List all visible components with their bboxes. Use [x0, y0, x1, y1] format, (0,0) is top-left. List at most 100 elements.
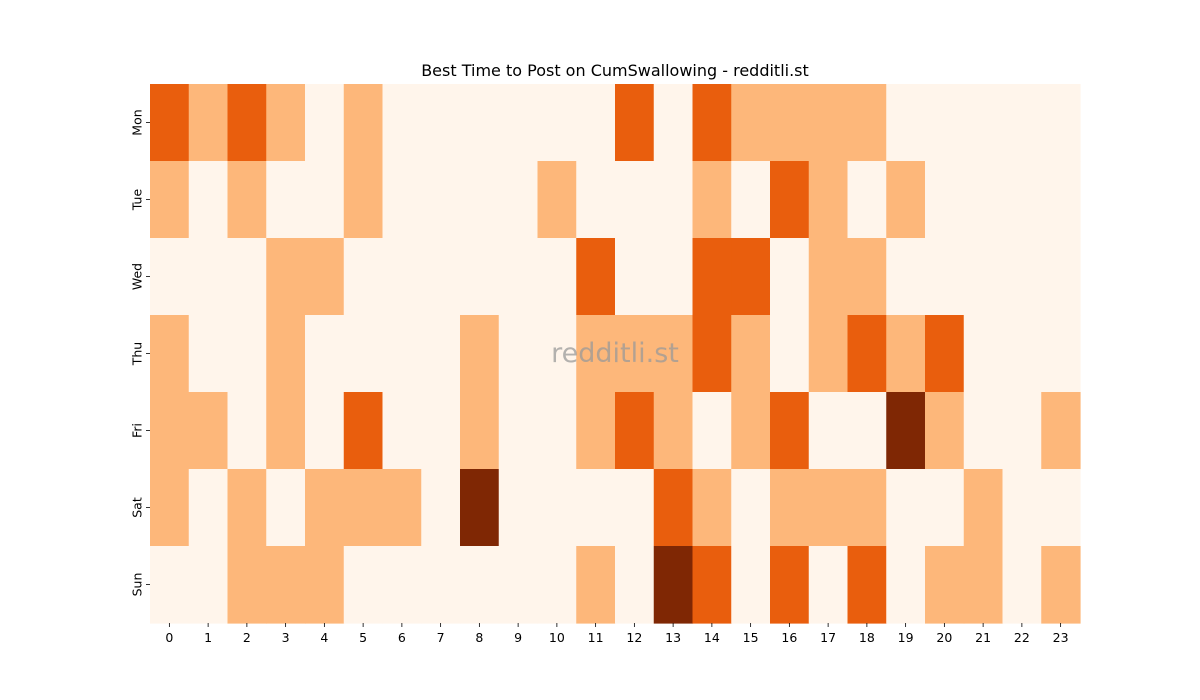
x-tick-label: 14	[704, 630, 720, 645]
heatmap-cell-sat-23	[1041, 469, 1081, 547]
heatmap-cell-wed-9	[498, 238, 539, 316]
heatmap-cell-thu-20	[925, 315, 965, 393]
heatmap-cell-thu-0	[150, 315, 190, 393]
heatmap-cell-sat-16	[770, 469, 810, 547]
heatmap-cell-sat-13	[653, 469, 694, 547]
heatmap-cell-tue-22	[1002, 161, 1042, 239]
heatmap-cell-fri-4	[305, 392, 345, 470]
heatmap-cell-mon-16	[770, 84, 810, 162]
heatmap-cell-tue-8	[460, 161, 500, 239]
heatmap-cell-sat-14	[692, 469, 732, 547]
heatmap-cell-tue-17	[808, 161, 849, 239]
heatmap-cell-tue-1	[188, 161, 229, 239]
heatmap-cell-mon-0	[150, 84, 190, 162]
heatmap-cell-sun-2	[227, 546, 267, 624]
heatmap-cell-sun-21	[963, 546, 1004, 624]
heatmap-cell-wed-5	[343, 238, 384, 316]
heatmap-cell-tue-6	[382, 161, 422, 239]
heatmap-cell-tue-15	[731, 161, 771, 239]
heatmap-cell-thu-6	[382, 315, 422, 393]
heatmap-cell-tue-13	[653, 161, 694, 239]
heatmap-cell-mon-23	[1041, 84, 1081, 162]
heatmap-cell-mon-3	[266, 84, 306, 162]
heatmap-cell-sat-15	[731, 469, 771, 547]
watermark: redditli.st	[551, 338, 679, 369]
heatmap-cell-tue-18	[847, 161, 887, 239]
heatmap-cell-thu-12	[615, 315, 655, 393]
heatmap-cell-sun-18	[847, 546, 887, 624]
heatmap-cell-sat-19	[886, 469, 926, 547]
heatmap-cell-tue-16	[770, 161, 810, 239]
heatmap-cell-wed-4	[305, 238, 345, 316]
heatmap-cell-fri-1	[188, 392, 229, 470]
heatmap-cell-sun-5	[343, 546, 384, 624]
heatmap-cell-mon-8	[460, 84, 500, 162]
heatmap-cell-wed-11	[576, 238, 616, 316]
heatmap-cell-mon-21	[963, 84, 1004, 162]
heatmap-cell-fri-15	[731, 392, 771, 470]
heatmap-cell-sun-13	[653, 546, 694, 624]
heatmap-cell-wed-15	[731, 238, 771, 316]
heatmap-cell-fri-11	[576, 392, 616, 470]
heatmap-cell-fri-20	[925, 392, 965, 470]
heatmap-cell-fri-7	[421, 392, 461, 470]
heatmap-cell-sun-7	[421, 546, 461, 624]
heatmap-cell-sun-15	[731, 546, 771, 624]
x-tick-label: 23	[1053, 630, 1069, 645]
heatmap-cell-fri-0	[150, 392, 190, 470]
heatmap-cell-mon-14	[692, 84, 732, 162]
x-tick-label: 16	[781, 630, 797, 645]
x-tick-label: 21	[975, 630, 991, 645]
heatmap-cell-tue-7	[421, 161, 461, 239]
heatmap-cell-sun-17	[808, 546, 849, 624]
heatmap-cell-fri-17	[808, 392, 849, 470]
heatmap-cell-tue-4	[305, 161, 345, 239]
heatmap-cell-mon-22	[1002, 84, 1042, 162]
heatmap-cell-thu-18	[847, 315, 887, 393]
heatmap-cell-thu-10	[537, 315, 577, 393]
x-tick-label: 15	[743, 630, 759, 645]
heatmap-cell-wed-7	[421, 238, 461, 316]
heatmap-cell-fri-14	[692, 392, 732, 470]
x-tick-label: 12	[626, 630, 642, 645]
heatmap-cell-thu-2	[227, 315, 267, 393]
y-tick-label: Thu	[130, 342, 145, 366]
heatmap-cell-wed-6	[382, 238, 422, 316]
heatmap-cell-mon-2	[227, 84, 267, 162]
heatmap-cell-tue-2	[227, 161, 267, 239]
heatmap-cell-thu-15	[731, 315, 771, 393]
heatmap-cell-thu-21	[963, 315, 1004, 393]
heatmap-cell-fri-6	[382, 392, 422, 470]
heatmap-cell-thu-17	[808, 315, 849, 393]
y-tick-label: Tue	[130, 189, 145, 212]
heatmap-cell-mon-13	[653, 84, 694, 162]
x-tick-label: 6	[398, 630, 406, 645]
heatmap-cell-sun-6	[382, 546, 422, 624]
heatmap-cell-wed-2	[227, 238, 267, 316]
heatmap-cell-sat-1	[188, 469, 229, 547]
x-tick-label: 8	[475, 630, 483, 645]
heatmap-cell-tue-12	[615, 161, 655, 239]
heatmap-cell-fri-12	[615, 392, 655, 470]
heatmap-cell-thu-13	[653, 315, 694, 393]
heatmap-cell-fri-22	[1002, 392, 1042, 470]
heatmap-cell-mon-9	[498, 84, 539, 162]
heatmap-cell-mon-11	[576, 84, 616, 162]
heatmap-cell-thu-8	[460, 315, 500, 393]
heatmap-cell-sat-8	[460, 469, 500, 547]
heatmap-cell-sat-20	[925, 469, 965, 547]
heatmap-cell-tue-11	[576, 161, 616, 239]
heatmap-cell-sat-0	[150, 469, 190, 547]
heatmap-cell-thu-7	[421, 315, 461, 393]
heatmap-cell-wed-3	[266, 238, 306, 316]
heatmap-cell-sat-10	[537, 469, 577, 547]
heatmap-cell-thu-1	[188, 315, 229, 393]
heatmap-cell-mon-15	[731, 84, 771, 162]
heatmap-cell-wed-18	[847, 238, 887, 316]
heatmap-cell-wed-23	[1041, 238, 1081, 316]
heatmap-cell-sun-12	[615, 546, 655, 624]
y-tick-label: Wed	[130, 263, 145, 290]
x-tick-label: 5	[359, 630, 367, 645]
heatmap-cell-sun-23	[1041, 546, 1081, 624]
